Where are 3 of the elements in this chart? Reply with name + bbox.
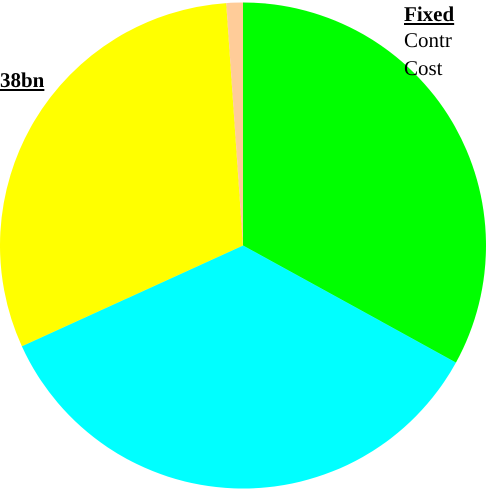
text: Fixed <box>404 2 454 27</box>
text: 38bn <box>0 68 44 93</box>
text: Contr <box>404 28 452 53</box>
